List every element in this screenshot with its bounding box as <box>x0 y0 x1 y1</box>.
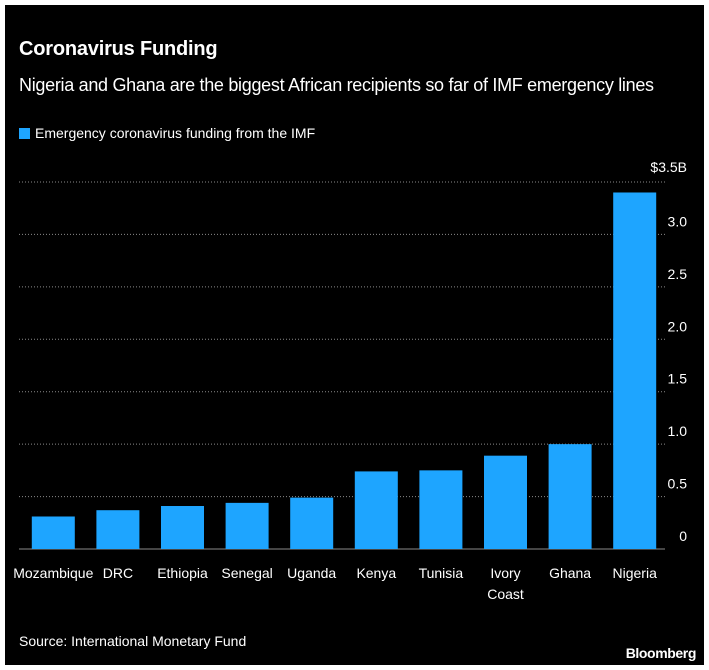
legend-swatch <box>19 127 30 139</box>
x-tick-label: Kenya <box>356 565 396 581</box>
x-tick-label: Uganda <box>287 565 336 581</box>
brand-logo: Bloomberg <box>625 645 697 661</box>
legend-label: Emergency coronavirus funding from the I… <box>35 125 316 141</box>
bar <box>354 471 398 549</box>
x-tick-label: Nigeria <box>613 565 658 581</box>
bar <box>96 510 140 549</box>
x-tick-label: Ivory Coast <box>487 565 524 602</box>
bar <box>225 502 269 549</box>
bar <box>419 470 463 549</box>
x-tick-label: Tunisia <box>419 565 464 581</box>
chart-panel: Coronavirus Funding Nigeria and Ghana ar… <box>5 5 704 665</box>
bar <box>613 192 657 549</box>
y-tick-label: 2.5 <box>668 266 688 282</box>
x-tick-label: Ethiopia <box>157 565 208 581</box>
x-tick-label: Ghana <box>549 565 591 581</box>
bar <box>290 497 334 549</box>
x-tick-label: DRC <box>103 565 133 581</box>
x-tick-label: Mozambique <box>13 565 93 581</box>
bar <box>31 516 75 549</box>
bar <box>548 444 592 549</box>
y-tick-label: 0.5 <box>668 476 688 492</box>
y-tick-label: $3.5B <box>650 159 687 175</box>
bar-chart: 0 0.5 1.0 1.5 2.0 2.5 3.0 $3.5B Mozambique DRC Eth… <box>13 159 688 602</box>
legend: Emergency coronavirus funding from the I… <box>19 125 315 141</box>
y-tick-label: 0 <box>679 528 687 544</box>
bar <box>484 455 527 549</box>
y-tick-label: 1.0 <box>668 423 688 439</box>
y-tick-label: 2.0 <box>668 318 688 334</box>
chart-subtitle: Nigeria and Ghana are the biggest Africa… <box>19 75 654 95</box>
y-tick-label: 1.5 <box>668 371 688 387</box>
source-note: Source: International Monetary Fund <box>19 633 247 649</box>
bar <box>161 506 204 549</box>
chart-title: Coronavirus Funding <box>19 38 218 60</box>
x-tick-label: Senegal <box>221 565 272 581</box>
y-tick-label: 3.0 <box>668 213 688 229</box>
